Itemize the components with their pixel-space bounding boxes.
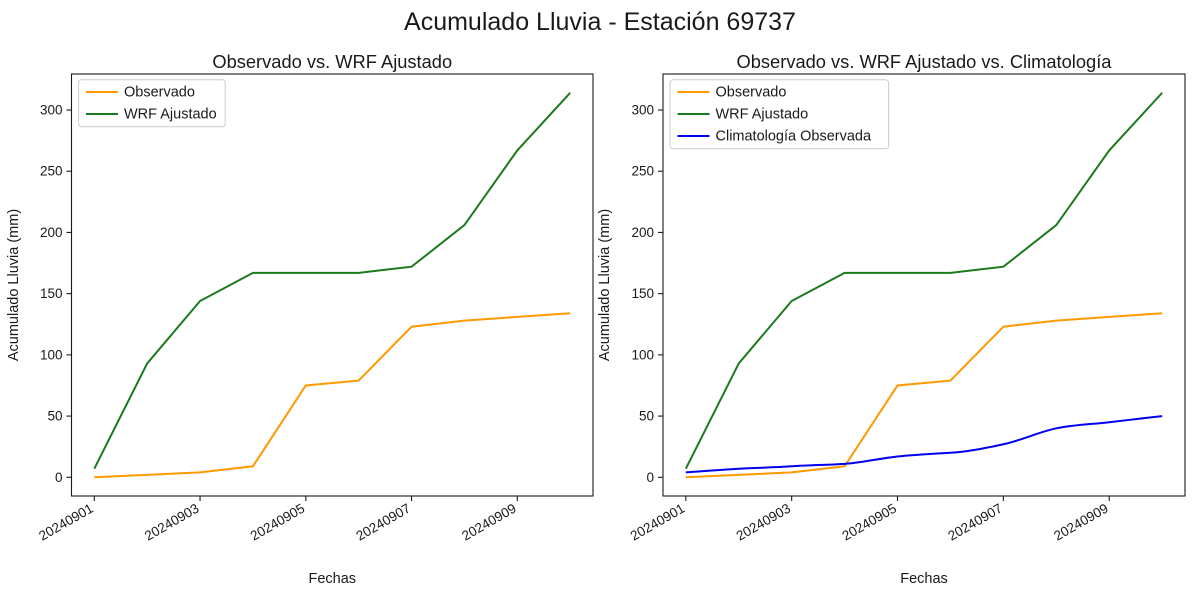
svg-text:20240907: 20240907	[354, 501, 414, 544]
svg-text:50: 50	[639, 409, 654, 424]
svg-text:Climatología Observada: Climatología Observada	[716, 129, 872, 145]
svg-text:20240909: 20240909	[1051, 501, 1111, 544]
svg-text:Observado: Observado	[124, 85, 195, 101]
svg-text:Fechas: Fechas	[308, 571, 356, 587]
svg-text:100: 100	[40, 347, 63, 362]
svg-text:250: 250	[40, 164, 63, 179]
svg-text:0: 0	[55, 470, 63, 485]
svg-text:150: 150	[631, 286, 654, 301]
svg-text:200: 200	[631, 225, 654, 240]
svg-text:20240907: 20240907	[945, 501, 1005, 544]
svg-text:Observado vs. WRF Ajustado vs.: Observado vs. WRF Ajustado vs. Climatolo…	[737, 51, 1113, 72]
svg-text:20240903: 20240903	[734, 501, 794, 544]
svg-text:20240901: 20240901	[36, 501, 96, 544]
svg-text:0: 0	[646, 470, 654, 485]
svg-text:Observado vs. WRF Ajustado: Observado vs. WRF Ajustado	[212, 51, 452, 72]
svg-text:WRF Ajustado: WRF Ajustado	[716, 107, 809, 123]
svg-text:Fechas: Fechas	[900, 571, 948, 587]
svg-text:Acumulado Lluvia (mm): Acumulado Lluvia (mm)	[597, 209, 613, 361]
svg-text:Acumulado Lluvia - Estación 69: Acumulado Lluvia - Estación 69737	[404, 8, 796, 36]
svg-text:50: 50	[47, 409, 62, 424]
svg-text:100: 100	[631, 347, 654, 362]
svg-text:300: 300	[631, 103, 654, 118]
svg-text:150: 150	[40, 286, 63, 301]
svg-text:WRF Ajustado: WRF Ajustado	[124, 107, 217, 123]
svg-text:20240905: 20240905	[839, 501, 899, 544]
svg-text:Acumulado Lluvia (mm): Acumulado Lluvia (mm)	[6, 209, 22, 361]
svg-text:Observado: Observado	[716, 85, 787, 101]
svg-text:200: 200	[40, 225, 63, 240]
svg-text:20240903: 20240903	[142, 501, 202, 544]
svg-text:20240909: 20240909	[459, 501, 519, 544]
svg-text:300: 300	[40, 103, 63, 118]
svg-text:20240905: 20240905	[248, 501, 308, 544]
svg-text:20240901: 20240901	[628, 501, 688, 544]
svg-text:250: 250	[631, 164, 654, 179]
